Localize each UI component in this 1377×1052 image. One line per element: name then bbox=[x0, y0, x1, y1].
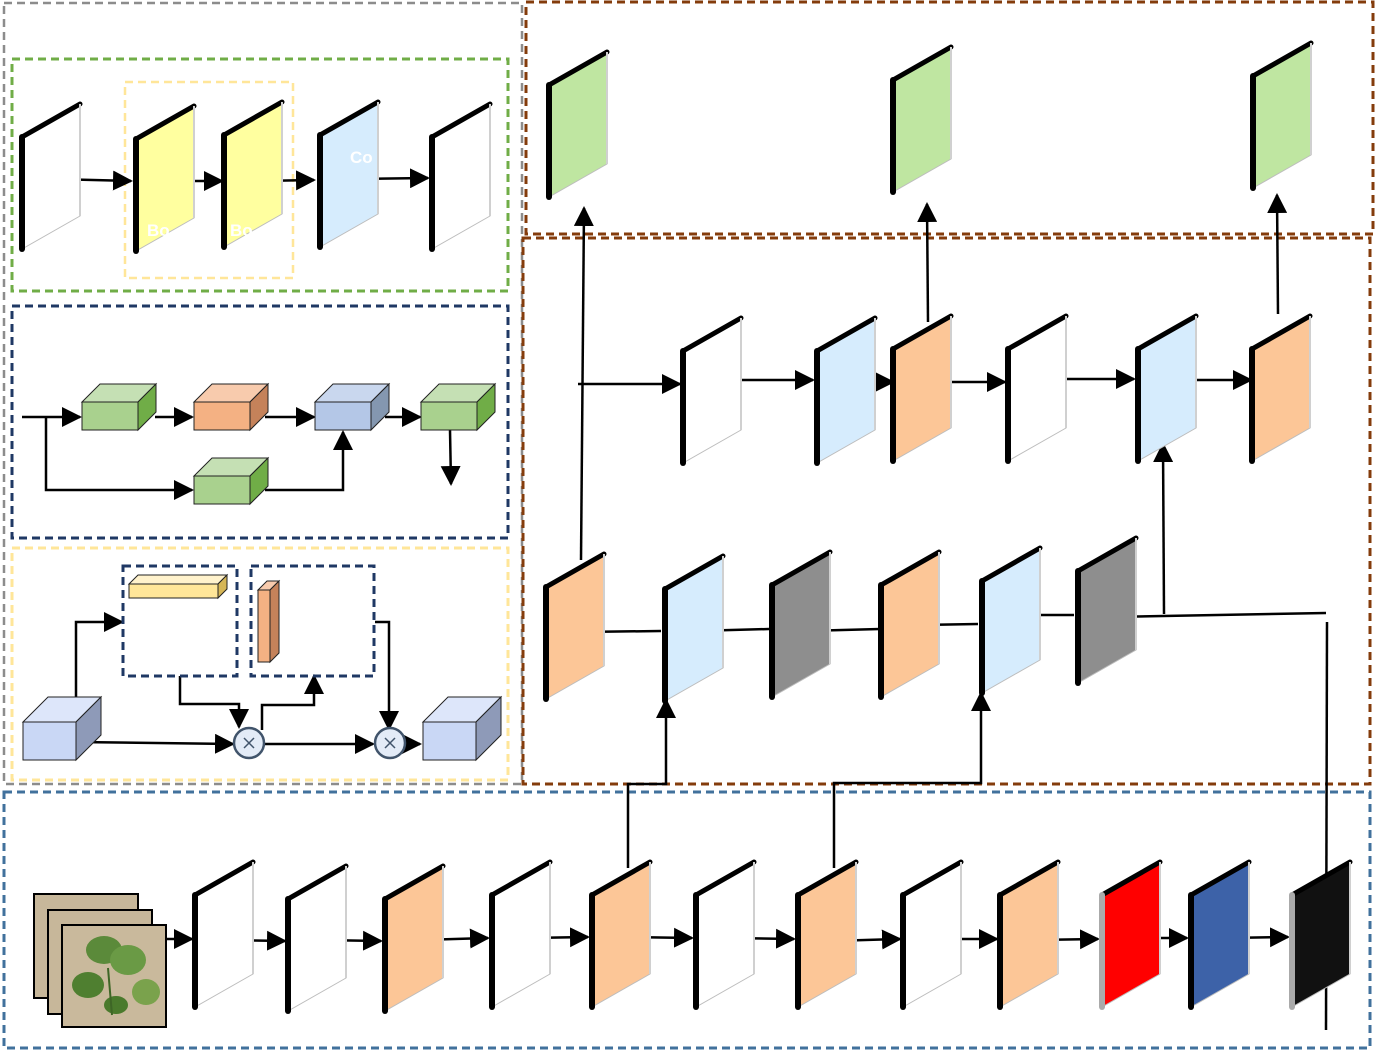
backbone-conv-2 bbox=[285, 863, 349, 1014]
attn-input-cube bbox=[21, 695, 103, 762]
attn-h-pool-box bbox=[121, 564, 239, 678]
neck-top-conv-2 bbox=[1135, 313, 1199, 464]
attn-arrow-w-to-mul bbox=[375, 620, 399, 731]
c3-input-map bbox=[19, 101, 83, 252]
sppf-module-frame bbox=[10, 304, 510, 540]
neck-up-arrow bbox=[1153, 442, 1174, 615]
head-frame bbox=[524, 0, 1375, 236]
c3-output-map bbox=[429, 101, 493, 252]
bottleneck-label-1: Bo bbox=[147, 221, 170, 240]
c3-conv-map bbox=[317, 99, 381, 250]
bottleneck-label-2: Bo bbox=[230, 221, 253, 240]
attn-h-bar bbox=[127, 573, 229, 600]
neck-top-c3-2 bbox=[1249, 313, 1313, 464]
backbone-to-neck-arrow-2 bbox=[832, 691, 991, 868]
attn-arrow-to-w bbox=[260, 674, 324, 730]
neck-bottom-c3-2 bbox=[878, 549, 942, 700]
backbone-c3-2 bbox=[589, 859, 653, 1010]
backbone-c3-1 bbox=[382, 863, 446, 1014]
attn-arrow-input-to-mul bbox=[75, 733, 235, 754]
sppf-conv-in-cube bbox=[80, 382, 158, 432]
multiply-icon-2 bbox=[373, 726, 407, 760]
backbone-frame bbox=[2, 790, 1372, 1050]
sppf-maxpool-cube bbox=[192, 382, 270, 432]
neck-bottom-upsample-1 bbox=[769, 549, 833, 700]
attention-module-frame bbox=[10, 546, 510, 782]
detect-head-small bbox=[546, 49, 610, 200]
backbone-conv-3 bbox=[489, 859, 553, 1010]
attn-arrow-to-h bbox=[74, 612, 124, 697]
neck-bottom-arrow-in bbox=[1106, 606, 1327, 627]
attn-w-pool-box bbox=[249, 564, 376, 678]
neck-bottom-upsample-2 bbox=[1075, 535, 1139, 686]
detect-head-large bbox=[1250, 40, 1314, 191]
bottleneck-map-2 bbox=[221, 99, 285, 250]
sppf-conv-out-cube bbox=[419, 382, 497, 432]
head-arrow-medium bbox=[917, 202, 938, 323]
multiply-icon-1 bbox=[232, 726, 266, 760]
backbone-sppf bbox=[1289, 859, 1353, 1010]
sppf-merge-arrow bbox=[265, 430, 353, 492]
neck-top-map-1 bbox=[680, 315, 744, 466]
attn-w-bar bbox=[256, 579, 281, 664]
attn-output-cube bbox=[421, 695, 503, 762]
sppf-concat-cube bbox=[313, 382, 391, 432]
sppf-skip-arrow bbox=[44, 417, 194, 500]
c3-block-label: Co bbox=[350, 148, 373, 167]
backbone-conv-5 bbox=[900, 859, 964, 1010]
backbone-c3-3 bbox=[795, 859, 859, 1010]
sppf-branch-cube bbox=[192, 456, 270, 506]
backbone-conv-4 bbox=[693, 859, 757, 1010]
neck-bottom-c3-1 bbox=[543, 551, 607, 702]
neck-top-conv-1 bbox=[814, 315, 878, 466]
leaf-photo-icon bbox=[61, 924, 167, 1028]
neck-frame bbox=[521, 236, 1372, 786]
bottleneck-map-1 bbox=[133, 103, 197, 254]
neck-bottom-conv-1 bbox=[662, 553, 726, 704]
detect-head-medium bbox=[890, 44, 954, 195]
c3-module-frame bbox=[10, 57, 510, 293]
neck-top-c3-1 bbox=[890, 313, 954, 464]
backbone-attention bbox=[1099, 859, 1163, 1010]
attn-arrow-h-to-mul bbox=[178, 676, 249, 729]
head-arrow-large bbox=[1267, 193, 1288, 315]
neck-top-map-2 bbox=[1005, 313, 1069, 464]
sppf-arrow-out bbox=[440, 429, 461, 486]
neck-bottom-conv-2 bbox=[979, 545, 1043, 696]
backbone-conv-1 bbox=[192, 859, 256, 1010]
backbone-conv-6 bbox=[1188, 859, 1252, 1010]
backbone-c3-4 bbox=[997, 859, 1061, 1010]
backbone-to-neck-arrow-1 bbox=[626, 698, 676, 868]
